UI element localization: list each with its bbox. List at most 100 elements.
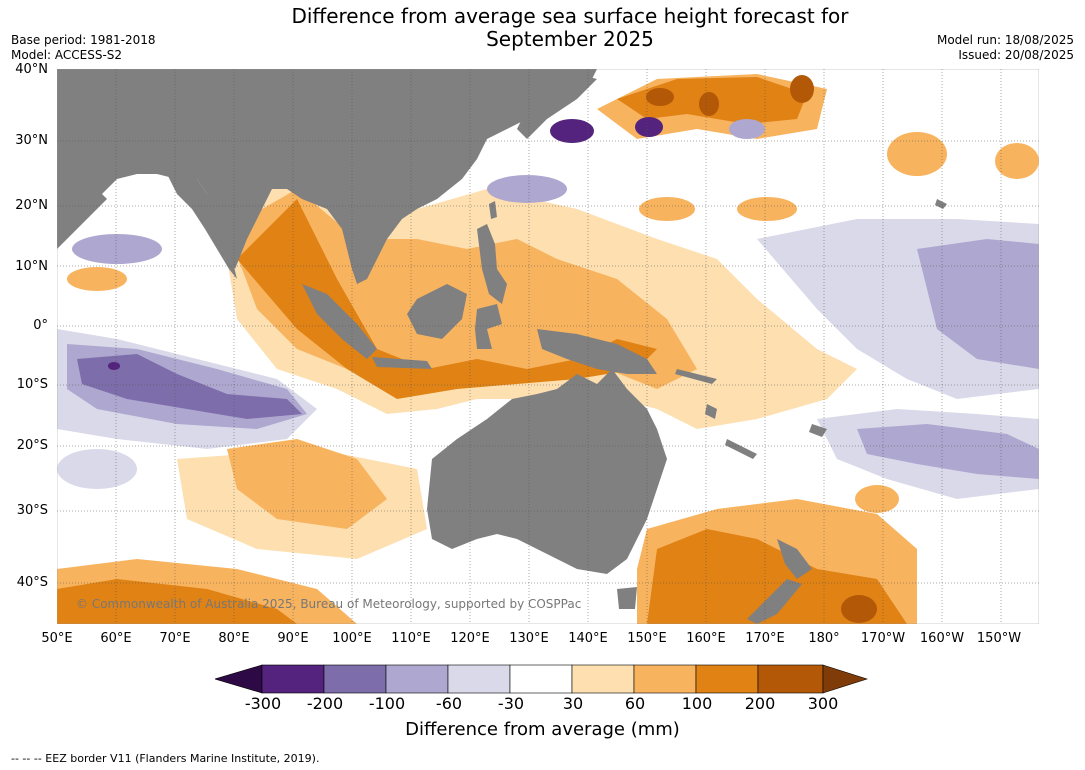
- anomaly-io-deep-purple: [108, 362, 120, 370]
- land-india: [167, 174, 237, 279]
- colorbar-tick: 300: [807, 694, 839, 713]
- land-hawaii: [935, 199, 947, 209]
- land-java: [372, 357, 432, 369]
- title-line-1: Difference from average sea surface heig…: [291, 4, 849, 28]
- meta-right: Model run: 18/08/2025 Issued: 20/08/2025: [937, 33, 1074, 63]
- lon-label: 150°W: [976, 631, 1022, 646]
- colorbar-label: Difference from average (mm): [405, 719, 680, 740]
- base-period: Base period: 1981-2018: [11, 33, 156, 47]
- anomaly-np-brown-3: [790, 75, 814, 103]
- anomaly-eddy-purple-3: [487, 175, 567, 203]
- colorbar-swatch: [385, 664, 449, 694]
- lat-label: 20°S: [16, 438, 48, 453]
- land-sulawesi: [475, 304, 502, 349]
- lon-label: 170°W: [860, 631, 906, 646]
- anomaly-np-brown-1: [646, 88, 674, 106]
- land-arabia: [57, 169, 107, 249]
- land-tasmania: [617, 587, 637, 609]
- colorbar: [213, 664, 870, 698]
- land-sumatra: [302, 284, 377, 359]
- lon-label: 90°E: [277, 631, 309, 646]
- land-new-zealand-north: [777, 539, 812, 579]
- land-fiji: [809, 424, 827, 437]
- colorbar-swatch: [571, 664, 635, 694]
- anomaly-io-dark-purple: [77, 354, 302, 419]
- anomaly-tasman-dark: [647, 529, 907, 624]
- anomaly-eddy-orange-5: [855, 485, 899, 513]
- map-title: Difference from average sea surface heig…: [240, 5, 900, 51]
- land-philippines: [477, 224, 507, 304]
- colorbar-swatch: [323, 664, 387, 694]
- land-new-zealand-south: [747, 579, 802, 624]
- colorbar-extend-low: [213, 664, 263, 694]
- lat-label: 40°S: [16, 575, 48, 590]
- meta-left: Base period: 1981-2018 Model: ACCESS-S2: [11, 33, 156, 63]
- colorbar-tick: -100: [368, 694, 406, 713]
- colorbar-swatch: [261, 664, 325, 694]
- land-asia: [57, 69, 597, 284]
- lon-label: 170°E: [745, 631, 785, 646]
- lat-label: 30°N: [15, 133, 48, 148]
- anomaly-southern-dark: [57, 579, 297, 624]
- lon-label: 60°E: [100, 631, 132, 646]
- lat-label: 10°S: [16, 377, 48, 392]
- lon-label: 130°E: [509, 631, 549, 646]
- anomaly-eddy-orange-4: [995, 143, 1039, 179]
- footnote: -- -- -- EEZ border V11 (Flanders Marine…: [11, 752, 320, 765]
- anomaly-eddy-orange-2: [737, 197, 797, 221]
- lon-label: 80°E: [218, 631, 250, 646]
- colorbar-tick: 30: [562, 694, 584, 713]
- copyright-notice: © Commonwealth of Australia 2025, Bureau…: [76, 597, 582, 611]
- anomaly-eddy-purple-5: [72, 234, 162, 264]
- lon-label: 100°E: [332, 631, 372, 646]
- anomaly-eddy-purple-4: [729, 119, 765, 139]
- anomaly-eddy-orange-6: [67, 267, 127, 291]
- lon-label: 160°W: [919, 631, 965, 646]
- land-solomon: [675, 369, 717, 384]
- lon-label: 50°E: [41, 631, 73, 646]
- anomaly-dark-orange-central: [237, 199, 657, 399]
- colorbar-swatch: [509, 664, 573, 694]
- colorbar-tick: 100: [681, 694, 713, 713]
- sea-level-map: [57, 69, 1039, 624]
- model-run: Model run: 18/08/2025: [936, 33, 1074, 47]
- colorbar-tick: 200: [744, 694, 776, 713]
- lat-label: 30°S: [16, 503, 48, 518]
- lon-label: 70°E: [159, 631, 191, 646]
- colorbar-tick: -30: [497, 694, 525, 713]
- colorbar-swatch: [695, 664, 759, 694]
- colorbar-tick: -60: [435, 694, 463, 713]
- land-taiwan: [489, 201, 497, 219]
- lon-label: 110°E: [391, 631, 431, 646]
- anomaly-tnp-mid-purple: [917, 239, 1039, 369]
- anomaly-tasman-brown: [841, 595, 877, 623]
- land-new-guinea: [537, 329, 657, 374]
- title-line-2: September 2025: [486, 27, 654, 51]
- lon-label: 150°E: [627, 631, 667, 646]
- lon-label: 140°E: [568, 631, 608, 646]
- lon-label: 160°E: [686, 631, 726, 646]
- anomaly-np-brown-2: [699, 92, 719, 116]
- colorbar-swatch: [757, 664, 824, 694]
- anomaly-eddy-purple-1: [635, 117, 663, 137]
- colorbar-swatch: [633, 664, 697, 694]
- lat-label: 10°N: [15, 259, 48, 274]
- land-masses: [57, 69, 947, 624]
- anomaly-sp-mid-purple: [857, 424, 1039, 479]
- colorbar-tick: -300: [244, 694, 282, 713]
- land-vanuatu: [705, 404, 717, 419]
- anomaly-sio-mid: [227, 439, 387, 529]
- land-borneo: [407, 284, 467, 339]
- colorbar-svg: [213, 664, 868, 694]
- colorbar-tick: 60: [624, 694, 646, 713]
- colorbar-extend-high: [822, 664, 868, 694]
- map-panel: [57, 69, 1039, 624]
- land-japan: [517, 74, 597, 139]
- gridlines: [57, 69, 1039, 624]
- anomaly-eddy-orange-3: [887, 132, 947, 176]
- lon-label: 120°E: [450, 631, 490, 646]
- lat-label: 0°: [33, 318, 48, 333]
- issued-date: Issued: 20/08/2025: [958, 48, 1074, 62]
- lon-label: 180°: [808, 631, 840, 646]
- anomaly-eddy-purple-6: [57, 449, 137, 489]
